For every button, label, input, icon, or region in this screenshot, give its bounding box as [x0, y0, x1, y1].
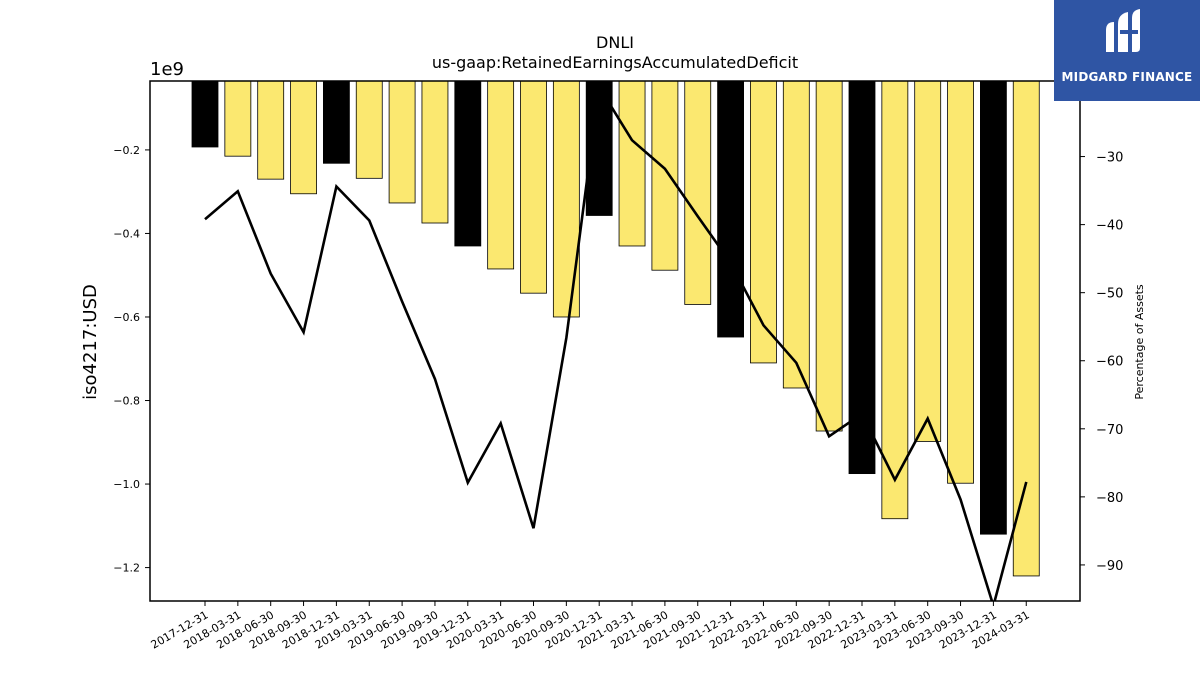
y-offset-label: 1e9 — [150, 59, 184, 80]
bar-2021-03-31 — [618, 80, 646, 247]
brand-mark-icon — [1106, 9, 1140, 52]
bar-2023-03-31 — [881, 80, 909, 520]
y-tick-label: −1.0 — [113, 478, 140, 491]
bar-2017-12-31 — [191, 80, 219, 148]
x-axis: 2017-12-312018-03-312018-06-302018-09-30… — [149, 601, 1032, 652]
y-tick-label: −0.2 — [113, 144, 140, 157]
bar-2021-06-30 — [651, 80, 679, 271]
bar-2022-03-31 — [750, 80, 777, 364]
bar-2022-09-30 — [815, 80, 843, 432]
chart-title: DNLI — [596, 33, 634, 52]
bar-2019-12-31 — [454, 80, 482, 247]
bar-2018-09-30 — [290, 80, 317, 195]
brand-logo: MIDGARD FINANCE — [1054, 0, 1200, 101]
bar-2019-09-30 — [421, 80, 449, 224]
chart-subtitle: us-gaap:RetainedEarningsAccumulatedDefic… — [432, 53, 798, 72]
y2-tick-label: −30 — [1096, 151, 1123, 166]
y2-axis-label: Percentage of Assets — [1133, 284, 1146, 400]
bar-2023-09-30 — [947, 80, 974, 484]
bar-2018-12-31 — [322, 80, 350, 164]
y2-tick-label: −80 — [1096, 491, 1123, 506]
y-tick-label: −0.4 — [113, 227, 140, 240]
bar-2023-06-30 — [914, 80, 942, 442]
y2-tick-label: −60 — [1096, 355, 1123, 370]
bar-2022-12-31 — [848, 80, 876, 475]
plot-frame — [149, 80, 1081, 602]
bar-2024-03-31 — [1012, 80, 1040, 577]
right-axis: −30 −40 −50 −60 −70 −80 −90 — [1080, 151, 1123, 574]
y2-tick-label: −90 — [1096, 559, 1123, 574]
percentage-line — [204, 83, 1028, 601]
bar-2018-06-30 — [257, 80, 285, 180]
y-axis-label: iso4217:USD — [80, 284, 101, 400]
bar-2020-06-30 — [520, 80, 547, 294]
y-tick-label: −1.2 — [113, 562, 140, 575]
bar-2020-03-31 — [487, 80, 515, 270]
bar-2022-06-30 — [782, 80, 810, 389]
y2-tick-label: −70 — [1096, 423, 1123, 438]
left-axis: −0.2 −0.4 −0.6 −0.8 −1.0 −1.2 — [113, 144, 150, 575]
bar-series — [191, 80, 1040, 577]
brand-name: MIDGARD FINANCE — [1061, 70, 1193, 84]
y-tick-label: −0.6 — [113, 311, 140, 324]
bar-2019-03-31 — [355, 80, 383, 179]
y2-tick-label: −50 — [1096, 287, 1123, 302]
line-series — [204, 83, 1028, 601]
bar-2019-06-30 — [388, 80, 416, 204]
bar-2020-09-30 — [552, 80, 580, 318]
y2-tick-label: −40 — [1096, 219, 1123, 234]
bar-2023-12-31 — [980, 80, 1007, 535]
bar-2018-03-31 — [224, 80, 252, 157]
bar-2021-09-30 — [684, 80, 712, 305]
bar-2021-12-31 — [717, 80, 744, 338]
y-tick-label: −0.8 — [113, 395, 140, 408]
